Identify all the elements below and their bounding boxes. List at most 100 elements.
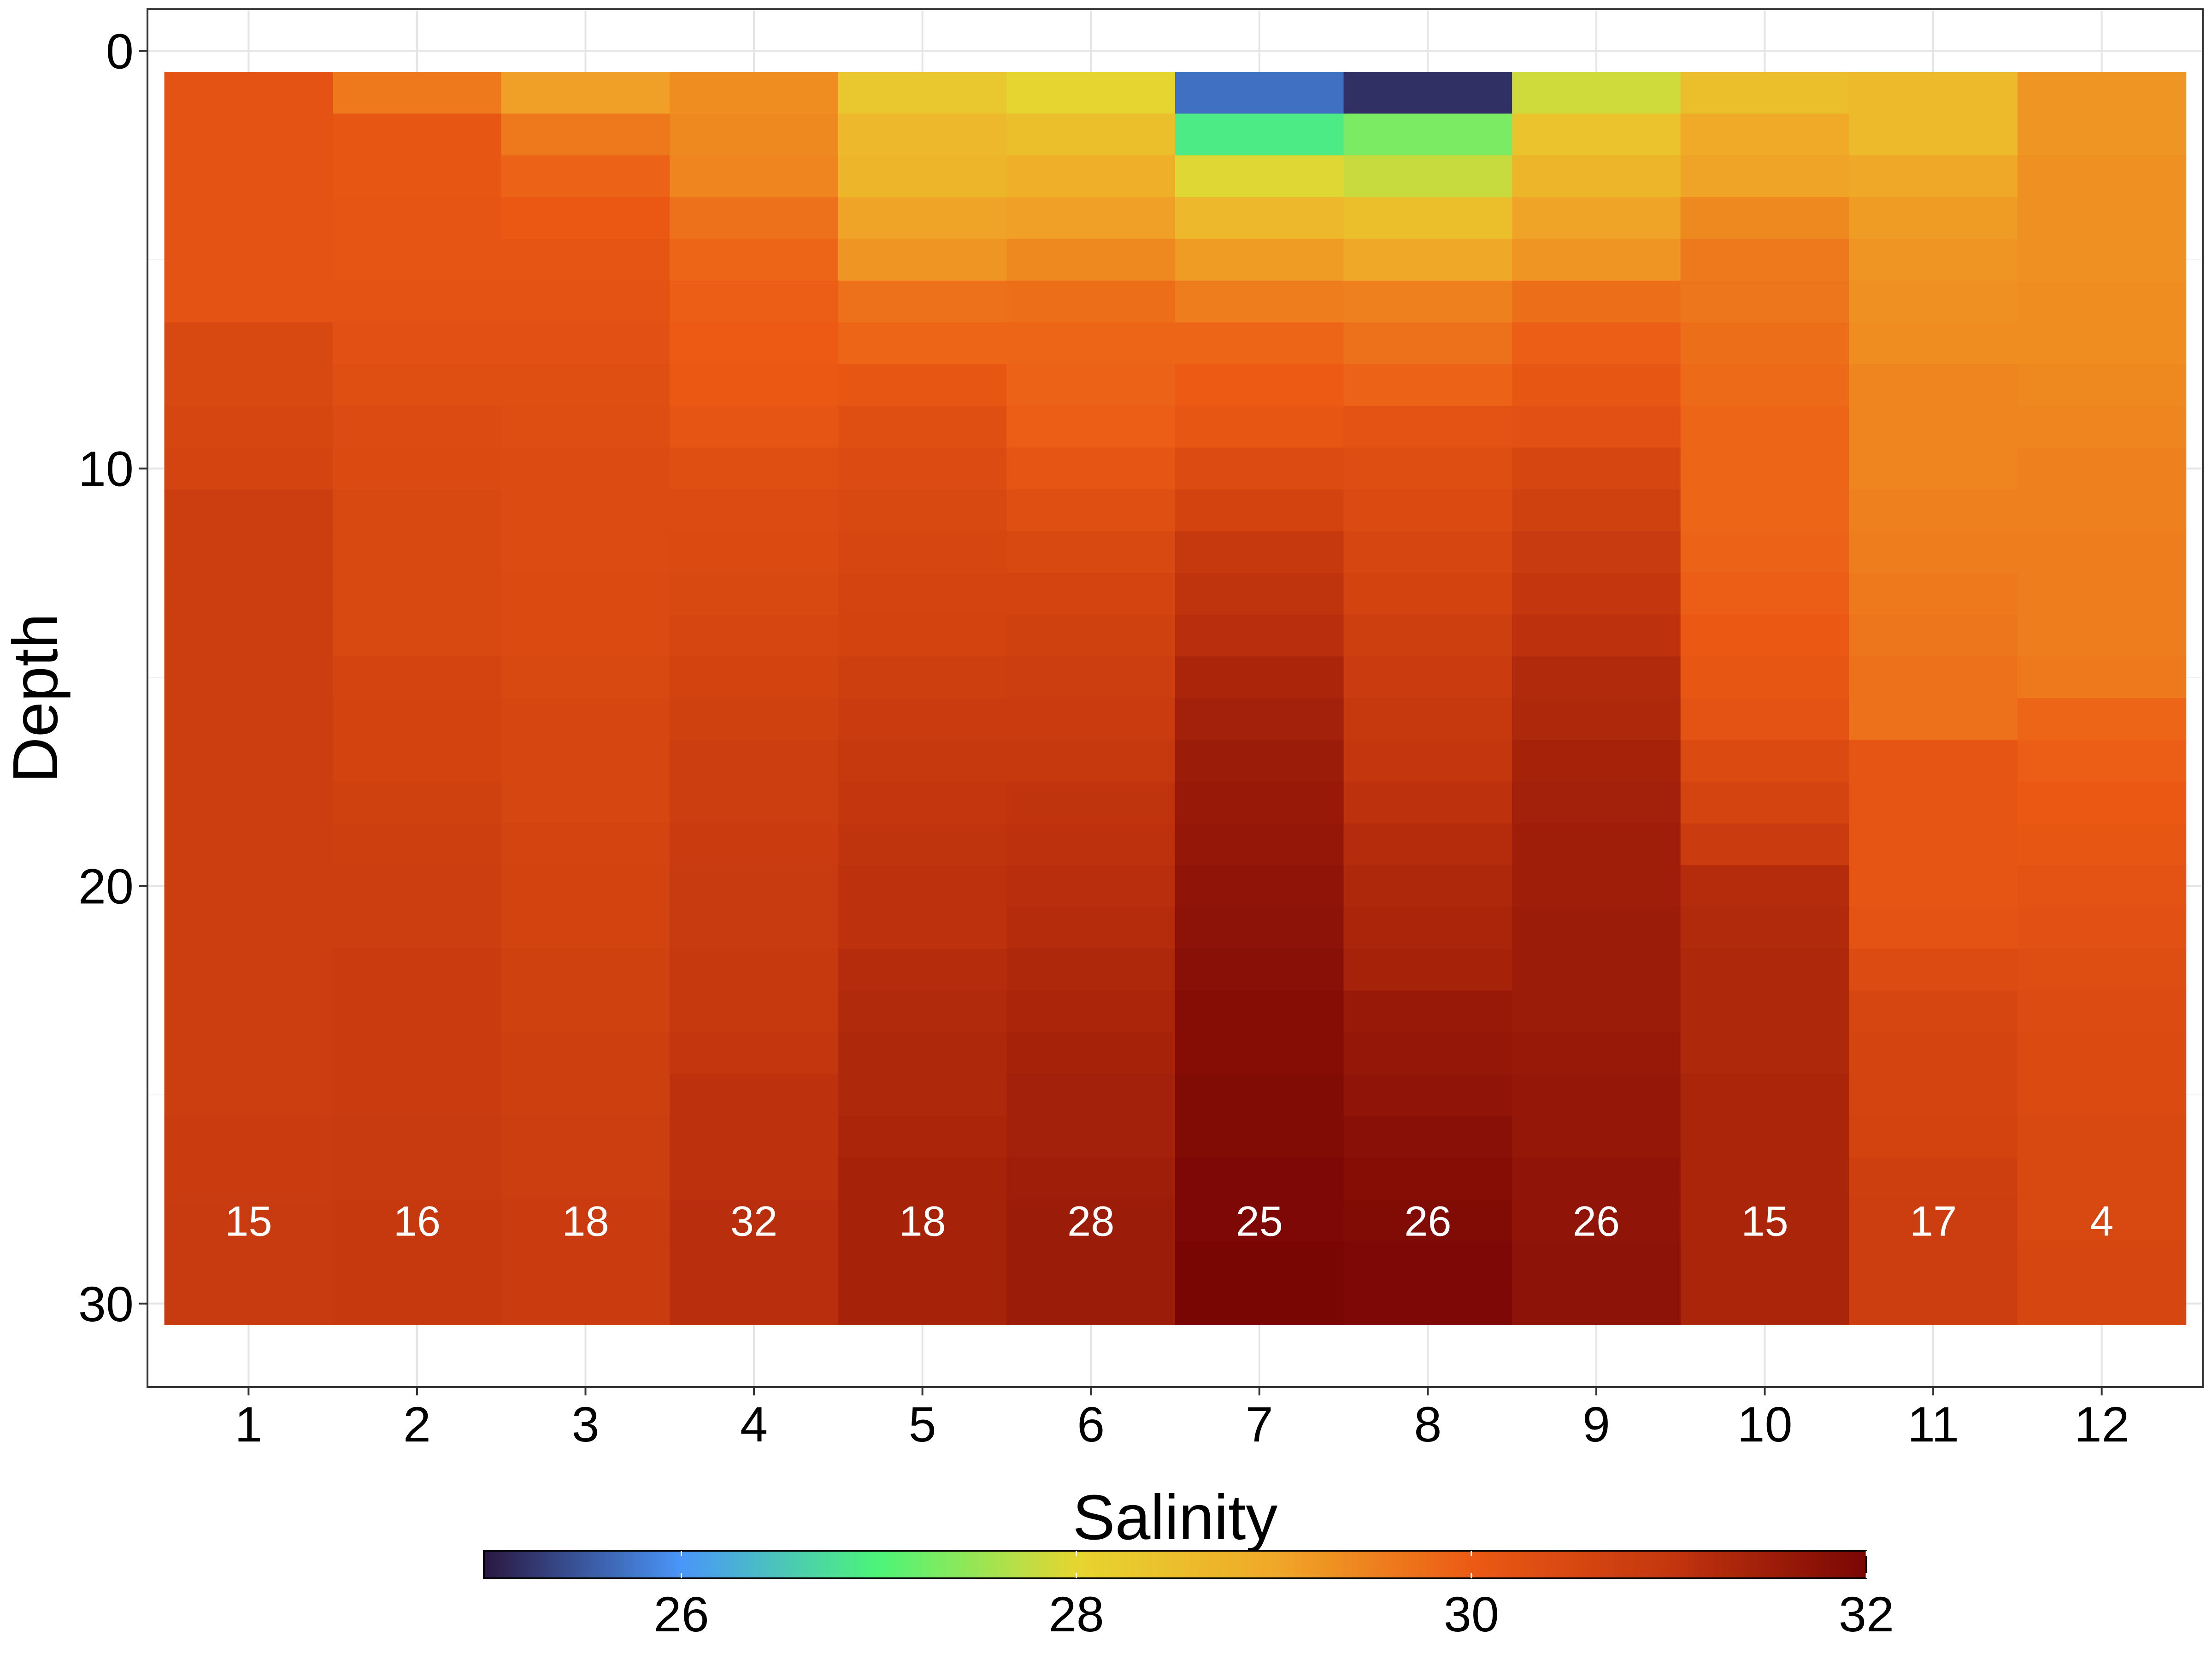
heatmap-cell — [670, 406, 839, 448]
heatmap-cell — [1680, 740, 1850, 782]
heatmap-cell — [1512, 698, 1681, 741]
heatmap-cell — [1006, 531, 1176, 573]
x-tick-label: 8 — [1414, 1396, 1441, 1452]
heatmap-cell — [1343, 573, 1512, 615]
colorbar-ticks: 26 28 30 32 — [654, 1551, 1894, 1642]
heatmap-cell — [1849, 71, 2018, 114]
heatmap-cell — [838, 740, 1007, 782]
heatmap-cell — [1849, 1032, 2018, 1075]
heatmap-cell — [670, 614, 839, 657]
heatmap-cell — [1680, 71, 1850, 114]
count-label: 32 — [730, 1198, 777, 1245]
heatmap-cell — [164, 489, 333, 532]
heatmap-cell — [1006, 1157, 1176, 1200]
colorbar-title: Salinity — [1073, 1482, 1278, 1553]
heatmap-cell — [1849, 1199, 2018, 1241]
heatmap-cell — [670, 197, 839, 240]
heatmap-cell — [1175, 155, 1344, 198]
y-tick-label: 20 — [78, 859, 134, 914]
heatmap-cell — [164, 907, 333, 949]
heatmap-cell — [1849, 990, 2018, 1033]
count-label: 28 — [1067, 1198, 1114, 1245]
heatmap-cell — [1006, 197, 1176, 240]
heatmap-cell — [670, 782, 839, 824]
heatmap-tiles — [164, 71, 2187, 1325]
heatmap-cell — [838, 1241, 1007, 1283]
heatmap-cell — [333, 740, 502, 782]
heatmap-cell — [838, 865, 1007, 907]
y-tick-label: 0 — [106, 24, 134, 79]
heatmap-cell — [1849, 907, 2018, 949]
heatmap-cell — [1849, 782, 2018, 824]
heatmap-cell — [670, 1157, 839, 1200]
count-labels: 15 16 18 32 18 28 25 26 26 15 17 4 — [225, 1198, 2113, 1245]
heatmap-cell — [1175, 406, 1344, 448]
heatmap-cell — [1006, 614, 1176, 657]
heatmap-cell — [1175, 1032, 1344, 1075]
heatmap-cell — [1512, 155, 1681, 198]
heatmap-cell — [1006, 1282, 1176, 1325]
heatmap-cell — [1175, 1116, 1344, 1158]
heatmap-cell — [2017, 364, 2187, 406]
heatmap-cell — [164, 1282, 333, 1325]
heatmap-cell — [1680, 782, 1850, 824]
heatmap-cell — [1849, 489, 2018, 532]
heatmap-cell — [333, 948, 502, 991]
heatmap-cell — [501, 573, 671, 615]
heatmap-cell — [164, 1157, 333, 1200]
heatmap-cell — [1680, 990, 1850, 1033]
heatmap-cell — [838, 698, 1007, 741]
heatmap-cell — [2017, 280, 2187, 323]
heatmap-cell — [501, 656, 671, 699]
heatmap-cell — [1175, 364, 1344, 406]
heatmap-cell — [1175, 197, 1344, 240]
heatmap-cell — [1175, 614, 1344, 657]
x-tick-label: 5 — [909, 1396, 936, 1452]
x-tick-label: 10 — [1737, 1396, 1792, 1452]
heatmap-cell — [1175, 113, 1344, 156]
heatmap-cell — [2017, 614, 2187, 657]
heatmap-cell — [1006, 280, 1176, 323]
heatmap-cell — [1343, 239, 1512, 281]
heatmap-cell — [333, 990, 502, 1033]
heatmap-cell — [1849, 823, 2018, 866]
plot-panel-border — [147, 8, 2204, 1388]
heatmap-cell — [1006, 1074, 1176, 1116]
heatmap-cell — [164, 197, 333, 240]
heatmap-cell — [1512, 113, 1681, 156]
heatmap-cell — [670, 698, 839, 741]
heatmap-cell — [1849, 447, 2018, 490]
heatmap-cell — [1343, 656, 1512, 699]
heatmap-cell — [1175, 948, 1344, 991]
heatmap-cell — [1512, 1074, 1681, 1116]
x-tick-label: 6 — [1077, 1396, 1105, 1452]
count-label: 25 — [1236, 1198, 1283, 1245]
heatmap-cell — [2017, 71, 2187, 114]
y-axis: 0 10 20 30 — [78, 24, 147, 1332]
heatmap-cell — [1175, 531, 1344, 573]
heatmap-cell — [1512, 823, 1681, 866]
heatmap-cell — [501, 907, 671, 949]
heatmap-cell — [1512, 865, 1681, 907]
colorbar-tick-label: 26 — [654, 1586, 709, 1642]
heatmap-cell — [164, 698, 333, 741]
heatmap-cell — [1006, 447, 1176, 490]
heatmap-cell — [164, 113, 333, 156]
heatmap-cell — [164, 782, 333, 824]
heatmap-cell — [1512, 740, 1681, 782]
heatmap-cell — [670, 531, 839, 573]
heatmap-cell — [1680, 1074, 1850, 1116]
heatmap-cell — [333, 1074, 502, 1116]
heatmap-cell — [1006, 823, 1176, 866]
heatmap-cell — [501, 406, 671, 448]
heatmap-cell — [501, 239, 671, 281]
heatmap-cell — [1680, 656, 1850, 699]
x-tick-label: 1 — [235, 1396, 262, 1452]
heatmap-cell — [1512, 656, 1681, 699]
heatmap-cell — [1512, 614, 1681, 657]
heatmap-cell — [1006, 155, 1176, 198]
heatmap-cell — [838, 1116, 1007, 1158]
heatmap-cell — [2017, 1199, 2187, 1241]
heatmap-cell — [670, 1241, 839, 1283]
heatmap-cell — [1175, 656, 1344, 699]
